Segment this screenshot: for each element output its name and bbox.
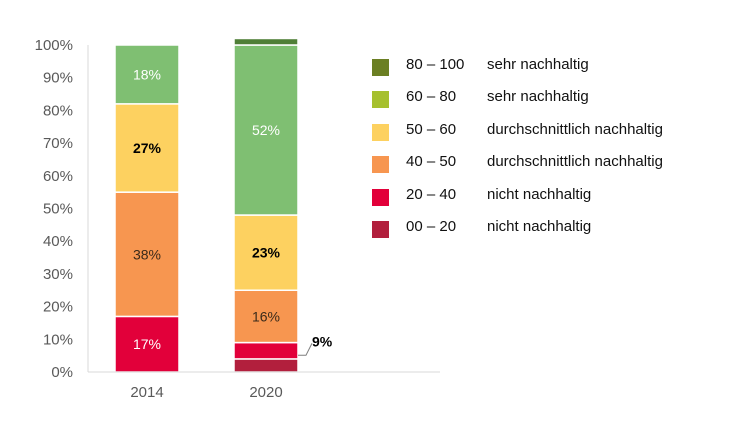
legend-swatch xyxy=(372,188,389,206)
x-tick-label: 2014 xyxy=(130,384,163,401)
legend-range: 60 – 80 xyxy=(406,88,457,106)
y-tick-label: 90% xyxy=(43,70,73,87)
bar-data-label: 17% xyxy=(133,336,161,352)
bar-segment xyxy=(233,44,299,216)
y-tick-label: 70% xyxy=(43,135,73,152)
legend-swatch xyxy=(372,156,389,174)
y-tick-label: 30% xyxy=(43,266,73,283)
y-tick-label: 0% xyxy=(51,364,73,381)
bar-data-label: 18% xyxy=(133,66,161,82)
y-tick-label: 100% xyxy=(35,37,73,54)
y-tick-label: 60% xyxy=(43,168,73,185)
bar-data-label: 38% xyxy=(133,246,161,262)
y-tick-label: 50% xyxy=(43,201,73,218)
bar-segment xyxy=(114,315,180,373)
legend-label: durchschnittlich nachhaltig xyxy=(487,120,663,138)
legend-swatch xyxy=(372,59,389,76)
callout-leader-line xyxy=(298,343,313,356)
x-tick-label: 2020 xyxy=(249,384,282,401)
bar-segment xyxy=(114,44,180,105)
bar-data-label: 16% xyxy=(252,308,280,324)
bar-data-label: 27% xyxy=(133,140,162,156)
bar-data-label: 52% xyxy=(252,122,280,138)
legend-range: 80 – 100 xyxy=(406,56,465,73)
legend-label: sehr nachhaltig xyxy=(487,88,589,106)
legend-swatch xyxy=(372,220,389,238)
bar-segment xyxy=(233,37,299,46)
legend-range: 40 – 50 xyxy=(406,153,457,171)
y-tick-label: 40% xyxy=(43,233,73,250)
bar-segment xyxy=(233,289,299,344)
legend-label: nicht nachhaltig xyxy=(487,185,592,203)
bar-segment xyxy=(233,358,299,373)
legend-range: 50 – 60 xyxy=(406,120,457,138)
legend-label: nicht nachhaltig xyxy=(487,217,592,235)
bar-segment xyxy=(233,341,299,360)
legend-range: 20 – 40 xyxy=(406,185,457,203)
legend-label: sehr nachhaltig xyxy=(487,56,589,73)
legend-range: 00 – 20 xyxy=(406,217,457,235)
y-tick-label: 20% xyxy=(43,299,73,316)
callout-label: 9% xyxy=(312,333,333,349)
legend-swatch xyxy=(372,91,389,109)
bar-segment xyxy=(233,214,299,291)
bar-segment xyxy=(114,103,180,193)
bar-data-label: 23% xyxy=(252,245,281,261)
bar-segment xyxy=(114,191,180,318)
legend-swatch xyxy=(372,123,389,141)
legend-label: durchschnittlich nachhaltig xyxy=(487,153,663,171)
y-tick-label: 10% xyxy=(43,331,73,348)
y-tick-label: 80% xyxy=(43,102,73,119)
